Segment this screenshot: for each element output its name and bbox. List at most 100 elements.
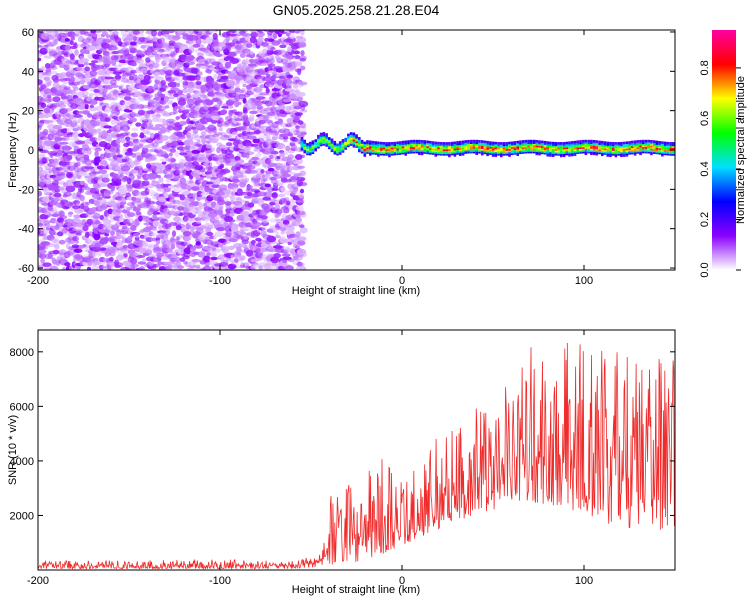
spectrogram-noise-cell: [125, 136, 131, 141]
spectrogram-noise-cell: [227, 138, 237, 142]
spectrogram-signal-cell: [502, 142, 506, 145]
spectrogram-noise-cell: [75, 72, 83, 78]
spectrogram-noise-cell: [87, 266, 91, 270]
spectrogram-signal-cell: [448, 142, 451, 145]
spectrogram-noise-cell: [69, 151, 75, 155]
spectrogram-noise-cell: [214, 230, 224, 237]
spectrogram-noise-cell: [57, 137, 67, 141]
spectrogram-noise-cell: [149, 154, 157, 161]
spectrogram-noise-cell: [220, 169, 231, 174]
spectrogram-noise-cell: [208, 124, 215, 129]
spectrogram-noise-cell: [175, 225, 182, 231]
spectrogram-noise-cell: [214, 168, 219, 173]
spectrogram-noise-cell: [203, 202, 211, 208]
spectrogram-signal-cell: [568, 141, 571, 144]
spectrogram-noise-cell: [129, 117, 137, 123]
spectrogram-ytick-label: 0: [28, 145, 34, 157]
spectrogram-noise-cell: [152, 211, 161, 215]
spectrogram-signal-cell: [407, 140, 410, 143]
spectrogram-noise-cell: [96, 165, 105, 170]
spectrogram-noise-cell: [95, 64, 105, 70]
spectrogram-noise-cell: [298, 181, 308, 187]
spectrogram-noise-cell: [144, 188, 150, 195]
spectrogram-noise-cell: [52, 124, 63, 130]
spectrogram-noise-cell: [263, 119, 273, 124]
spectrogram-noise-cell: [52, 184, 61, 191]
spectrogram-noise-cell: [228, 109, 234, 117]
spectrogram-noise-cell: [228, 245, 235, 251]
spectrogram-noise-cell: [40, 84, 47, 90]
spectrogram-noise-cell: [129, 41, 137, 46]
spectrogram-noise-cell: [72, 124, 81, 128]
spectrogram-noise-cell: [177, 141, 185, 146]
spectrogram-noise-cell: [102, 224, 108, 229]
spectrogram-noise-cell: [122, 245, 128, 249]
spectrogram-noise-cell: [179, 94, 189, 98]
spectrogram-noise-cell: [289, 32, 296, 39]
spectrogram-signal-cell: [483, 140, 487, 144]
spectrogram-noise-cell: [146, 130, 152, 136]
snr-ytick-label: 2000: [10, 510, 34, 522]
spectrogram-noise-cell: [79, 194, 85, 202]
spectrogram-noise-cell: [120, 230, 129, 235]
spectrogram-noise-cell: [45, 224, 55, 228]
spectrogram-noise-cell: [181, 72, 189, 78]
spectrogram-noise-cell: [99, 122, 108, 127]
spectrogram-noise-cell: [121, 158, 128, 163]
spectrogram-noise-cell: [300, 65, 306, 71]
spectrogram-noise-cell: [115, 254, 124, 261]
spectrogram-noise-cell: [51, 180, 60, 186]
spectrogram-noise-cell: [187, 81, 195, 85]
spectrogram-noise-cell: [77, 63, 85, 68]
spectrogram-noise-cell: [154, 108, 164, 114]
spectrogram-signal-cell: [614, 142, 618, 145]
spectrogram-noise-cell: [148, 113, 158, 119]
spectrogram-noise-cell: [176, 146, 186, 151]
spectrogram-noise-cell: [77, 35, 85, 43]
spectrogram-noise-cell: [152, 220, 159, 227]
spectrogram-noise-cell: [157, 162, 167, 170]
spectrogram-noise-cell: [77, 105, 87, 110]
spectrogram-noise-cell: [38, 249, 47, 254]
spectrogram-noise-cell: [38, 253, 47, 260]
spectrogram-noise-cell: [121, 113, 129, 119]
spectrogram-noise-cell: [240, 210, 250, 217]
spectrogram-noise-cell: [207, 91, 216, 97]
spectrogram-noise-cell: [184, 241, 191, 245]
spectrogram-noise-cell: [98, 228, 108, 233]
spectrogram-noise-cell: [235, 166, 241, 170]
spectrogram-noise-cell: [130, 97, 137, 104]
spectrogram-noise-cell: [211, 184, 220, 188]
spectrogram-noise-cell: [224, 61, 232, 69]
spectrogram-noise-cell: [119, 120, 129, 128]
spectrogram-noise-cell: [79, 78, 85, 85]
spectrogram-noise-cell: [210, 252, 217, 257]
spectrogram-noise-cell: [64, 218, 74, 224]
spectrogram-noise-cell: [125, 192, 131, 198]
spectrogram-noise-cell: [218, 184, 228, 191]
spectrogram-noise-cell: [89, 137, 98, 142]
spectrogram-noise-cell: [182, 234, 191, 242]
spectrogram-noise-cell: [192, 128, 199, 135]
spectrogram-noise-cell: [104, 156, 111, 160]
spectrogram-noise-cell: [270, 150, 279, 155]
spectrogram-noise-cell: [174, 68, 183, 74]
spectrogram-noise-cell: [266, 134, 271, 140]
spectrogram-noise-cell: [137, 168, 144, 176]
spectrogram-noise-cell: [131, 127, 139, 131]
spectrogram-noise-cell: [54, 180, 59, 187]
spectrogram-noise-cell: [38, 178, 45, 183]
spectrogram-noise-cell: [179, 159, 186, 163]
spectrogram-noise-cell: [148, 99, 155, 103]
spectrogram-noise-cell: [112, 223, 118, 228]
spectrogram-noise-cell: [155, 42, 164, 49]
spectrogram-noise-cell: [188, 179, 194, 184]
spectrogram-noise-cell: [124, 53, 134, 60]
spectrogram-signal-cell: [508, 141, 511, 145]
spectrogram-noise-cell: [141, 240, 147, 245]
spectrogram-noise-cell: [240, 88, 247, 94]
spectrogram-noise-cell: [292, 50, 301, 55]
spectrogram-noise-cell: [137, 74, 144, 80]
spectrogram-signal-cell: [308, 141, 312, 145]
spectrogram-noise-cell: [115, 191, 120, 197]
